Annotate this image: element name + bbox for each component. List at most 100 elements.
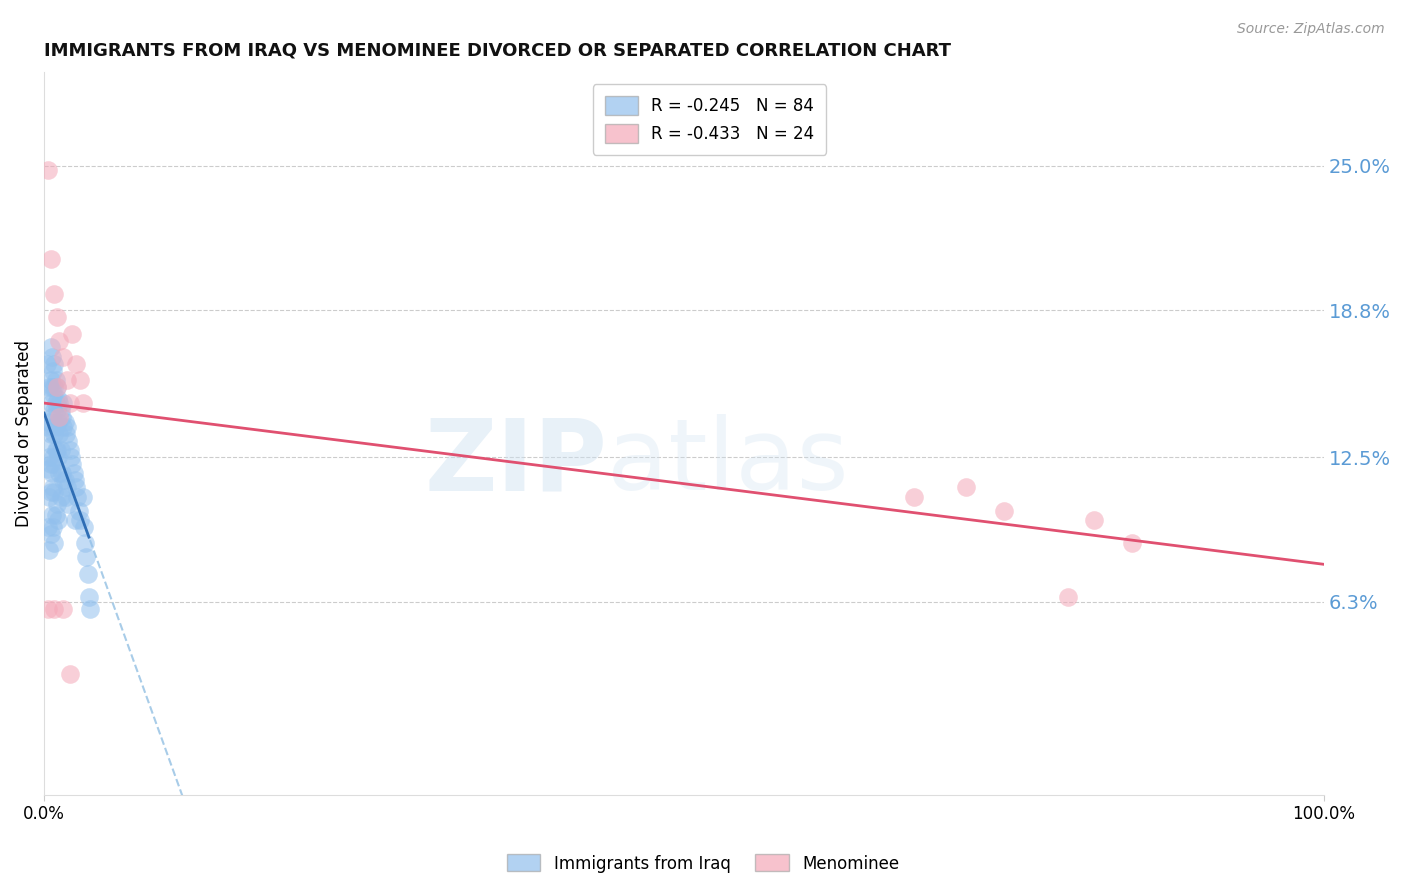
Point: [39, 457, 62, 471]
Point: [79, 601, 101, 615]
Point: [41, 508, 63, 523]
Point: [45, 443, 67, 458]
Legend: Immigrants from Iraq, Menominee: Immigrants from Iraq, Menominee: [501, 847, 905, 880]
Point: [39, 396, 62, 410]
Point: [42, 364, 65, 378]
Point: [44, 380, 66, 394]
Point: [69, 373, 91, 387]
Point: [48, 334, 70, 348]
Point: [41, 380, 63, 394]
Point: [45, 508, 67, 523]
Point: [52, 396, 75, 410]
Point: [42, 450, 65, 464]
Point: [44, 457, 66, 471]
Point: [46, 513, 69, 527]
Point: [39, 485, 62, 500]
Point: [56, 373, 79, 387]
Point: [72, 490, 94, 504]
Point: [37, 419, 59, 434]
Point: [76, 566, 98, 581]
Point: [42, 520, 65, 534]
Point: [39, 426, 62, 441]
Point: [45, 396, 67, 410]
Point: [44, 286, 66, 301]
Point: [56, 480, 79, 494]
Point: [52, 601, 75, 615]
Point: [73, 520, 96, 534]
Legend: R = -0.245   N = 84, R = -0.433   N = 24: R = -0.245 N = 84, R = -0.433 N = 24: [593, 85, 827, 154]
Point: [49, 403, 72, 417]
Point: [49, 490, 72, 504]
Point: [63, 474, 86, 488]
Point: [75, 550, 97, 565]
Point: [44, 426, 66, 441]
Point: [41, 350, 63, 364]
Point: [65, 357, 87, 371]
Point: [39, 252, 62, 266]
Point: [46, 450, 69, 464]
Point: [44, 536, 66, 550]
Point: [41, 410, 63, 425]
Point: [42, 419, 65, 434]
Point: [52, 419, 75, 434]
Point: [44, 403, 66, 417]
Point: [44, 485, 66, 500]
Point: [1057, 590, 1080, 604]
Point: [58, 434, 80, 448]
Point: [39, 527, 62, 541]
Point: [56, 419, 79, 434]
Point: [993, 504, 1015, 518]
Point: [37, 163, 59, 178]
Point: [37, 520, 59, 534]
Point: [53, 415, 76, 429]
Point: [66, 490, 89, 504]
Point: [45, 403, 67, 417]
Point: [62, 467, 84, 481]
Point: [44, 601, 66, 615]
Point: [38, 450, 60, 464]
Point: [38, 380, 60, 394]
Point: [49, 443, 72, 458]
Point: [60, 457, 83, 471]
Point: [67, 504, 90, 518]
Point: [51, 467, 73, 481]
Point: [72, 396, 94, 410]
Point: [51, 410, 73, 425]
Point: [55, 490, 77, 504]
Point: [59, 443, 82, 458]
Point: [45, 443, 67, 458]
Point: [46, 415, 69, 429]
Point: [48, 396, 70, 410]
Point: [1121, 536, 1143, 550]
Point: [53, 474, 76, 488]
Point: [45, 310, 67, 325]
Y-axis label: Divorced or Separated: Divorced or Separated: [15, 340, 32, 527]
Text: IMMIGRANTS FROM IRAQ VS MENOMINEE DIVORCED OR SEPARATED CORRELATION CHART: IMMIGRANTS FROM IRAQ VS MENOMINEE DIVORC…: [44, 42, 950, 60]
Point: [45, 380, 67, 394]
Point: [59, 450, 82, 464]
Text: Source: ZipAtlas.com: Source: ZipAtlas.com: [1237, 22, 1385, 37]
Point: [42, 480, 65, 494]
Point: [48, 410, 70, 425]
Point: [37, 601, 59, 615]
Point: [52, 350, 75, 364]
Point: [39, 341, 62, 355]
Point: [59, 396, 82, 410]
Point: [903, 490, 925, 504]
Point: [58, 497, 80, 511]
Point: [42, 387, 65, 401]
Point: [45, 497, 67, 511]
Point: [39, 373, 62, 387]
Text: ZIP: ZIP: [425, 414, 607, 511]
Point: [38, 415, 60, 429]
Point: [41, 467, 63, 481]
Point: [41, 438, 63, 452]
Point: [60, 326, 83, 341]
Point: [45, 419, 67, 434]
Point: [1083, 513, 1105, 527]
Point: [45, 380, 67, 394]
Point: [45, 373, 67, 387]
Point: [46, 392, 69, 406]
Point: [44, 357, 66, 371]
Point: [955, 480, 977, 494]
